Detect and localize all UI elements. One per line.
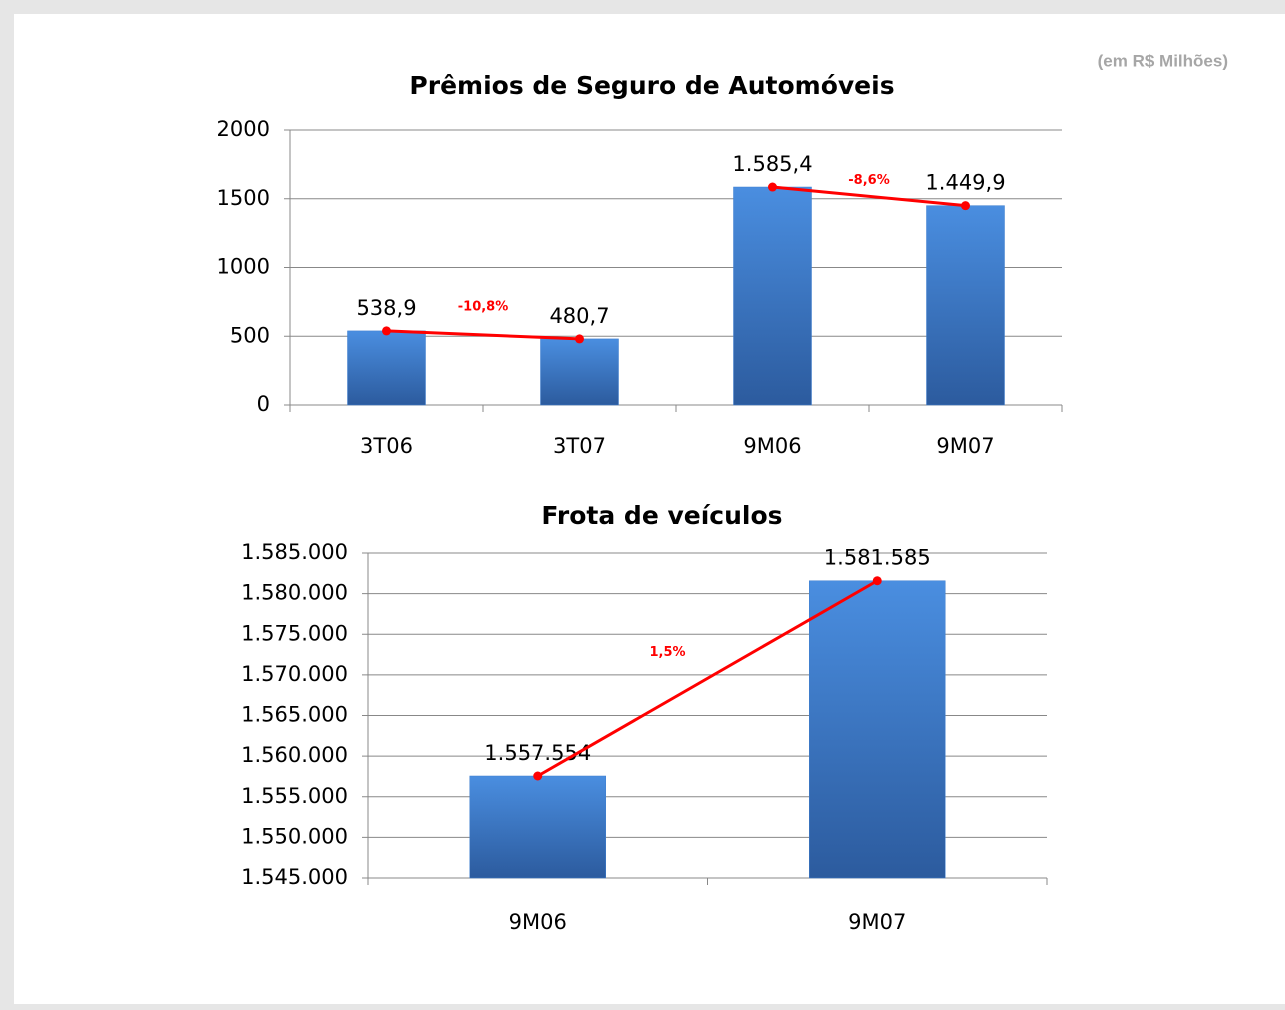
y-tick-label: 2000 [217, 117, 270, 141]
y-tick-label: 1.585.000 [241, 540, 348, 564]
change-point [768, 182, 777, 192]
y-tick-label: 1.580.000 [241, 581, 348, 605]
bar [926, 205, 1005, 406]
change-point [382, 326, 391, 336]
bar [809, 580, 946, 879]
y-tick-label: 1.555.000 [241, 784, 348, 808]
change-point [872, 576, 882, 586]
y-tick-label: 1.550.000 [241, 824, 348, 848]
change-point [961, 201, 970, 211]
chart-title: Frota de veículos [541, 501, 782, 530]
y-tick-label: 1.575.000 [241, 621, 348, 645]
change-point [533, 771, 543, 781]
x-tick-label: 9M07 [848, 910, 906, 934]
x-tick-label: 3T07 [553, 434, 606, 458]
x-tick-label: 3T06 [360, 434, 413, 458]
change-label: -10,8% [458, 299, 509, 314]
value-label: 1.449,9 [925, 171, 1005, 195]
change-label: -8,6% [848, 173, 889, 188]
y-tick-label: 500 [230, 323, 270, 347]
panel [14, 14, 1285, 1004]
y-tick-label: 0 [257, 392, 270, 416]
change-label: 1,5% [649, 645, 685, 660]
y-tick-label: 1500 [217, 186, 270, 210]
bar [733, 186, 812, 406]
value-label: 1.581.585 [824, 546, 931, 570]
y-tick-label: 1.545.000 [241, 865, 348, 889]
y-tick-label: 1000 [217, 255, 270, 279]
x-tick-label: 9M07 [936, 434, 994, 458]
y-tick-label: 1.560.000 [241, 743, 348, 767]
unit-note: (em R$ Milhões) [1098, 51, 1228, 70]
x-tick-label: 9M06 [509, 910, 567, 934]
value-label: 1.585,4 [732, 152, 812, 176]
change-line [537, 579, 878, 778]
value-label: 480,7 [549, 304, 609, 328]
value-label: 1.557.554 [484, 741, 591, 765]
change-point [575, 334, 584, 344]
change-line [772, 185, 966, 208]
bar [540, 338, 619, 406]
x-tick-label: 9M06 [743, 434, 801, 458]
value-label: 538,9 [356, 296, 416, 320]
y-tick-label: 1.565.000 [241, 703, 348, 727]
bar [347, 330, 426, 406]
change-line [386, 329, 580, 341]
bar [469, 775, 606, 879]
y-tick-label: 1.570.000 [241, 662, 348, 686]
chart-title: Prêmios de Seguro de Automóveis [409, 71, 894, 100]
